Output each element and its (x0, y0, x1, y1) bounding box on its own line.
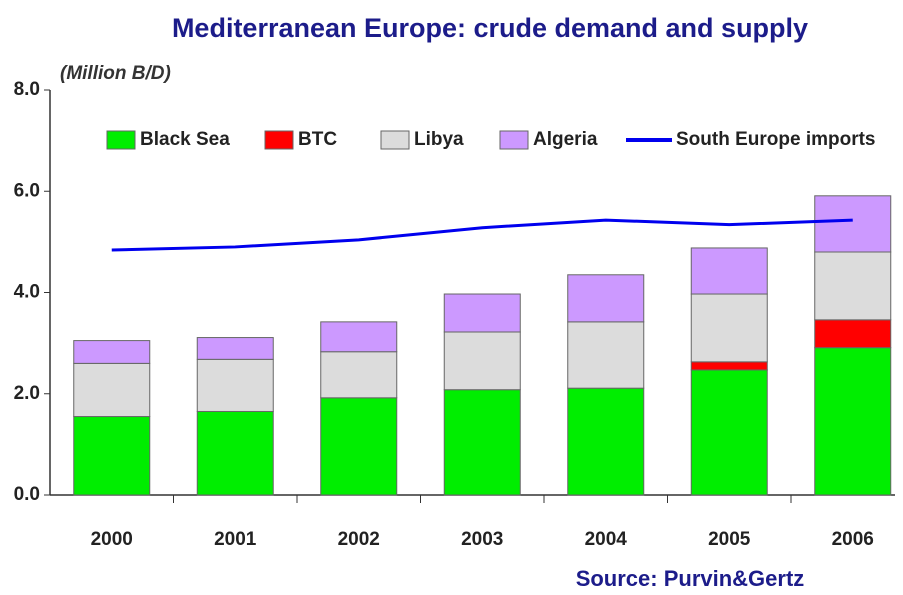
chart-title: Mediterranean Europe: crude demand and s… (172, 13, 808, 43)
bar-segment (443, 293, 521, 333)
bar-segment (443, 331, 521, 391)
bar-segment (690, 293, 768, 363)
bar-segment (196, 337, 274, 360)
bar-segment (320, 351, 398, 399)
x-tick-label: 2004 (585, 529, 628, 550)
legend-label: Black Sea (140, 129, 230, 150)
bar-segment (567, 321, 645, 389)
y-tick-label: 8.0 (14, 79, 40, 100)
legend-swatch (264, 130, 294, 150)
bar-segment (196, 410, 274, 496)
line-series (111, 218, 853, 252)
bar-segment (73, 416, 151, 496)
legend-label: Libya (414, 129, 464, 150)
y-tick-label: 0.0 (14, 484, 40, 505)
y-tick-label: 4.0 (14, 282, 40, 303)
bar-segment (567, 274, 645, 323)
y-tick-label: 6.0 (14, 180, 40, 201)
legend-swatch (380, 130, 410, 150)
bar-segment (690, 369, 768, 496)
bar-segment (443, 389, 521, 496)
source-note: Source: Purvin&Gertz (576, 566, 805, 591)
bar-segment (73, 340, 151, 364)
bar-segment (690, 361, 768, 371)
bar-segment (814, 195, 892, 253)
x-tick-label: 2000 (91, 529, 133, 550)
legend-swatch (106, 130, 136, 150)
bar-segment (196, 358, 274, 412)
legend-label: BTC (298, 129, 337, 150)
bar-segment (690, 247, 768, 295)
y-tick-label: 2.0 (14, 383, 40, 404)
bar-segment (814, 347, 892, 496)
x-tick-label: 2002 (338, 529, 380, 550)
legend-label: South Europe imports (676, 129, 876, 150)
bar-segment (814, 251, 892, 321)
bar-segment (73, 362, 151, 418)
y-axis-label: (Million B/D) (60, 63, 171, 84)
legend-swatch (499, 130, 529, 150)
legend-label: Algeria (533, 129, 598, 150)
bar-segment (567, 387, 645, 496)
bar-segment (320, 321, 398, 353)
x-tick-label: 2005 (708, 529, 751, 550)
bar-segment (814, 319, 892, 349)
x-tick-label: 2001 (214, 529, 257, 550)
x-tick-label: 2003 (461, 529, 503, 550)
x-tick-label: 2006 (832, 529, 874, 550)
bar-segment (320, 397, 398, 496)
